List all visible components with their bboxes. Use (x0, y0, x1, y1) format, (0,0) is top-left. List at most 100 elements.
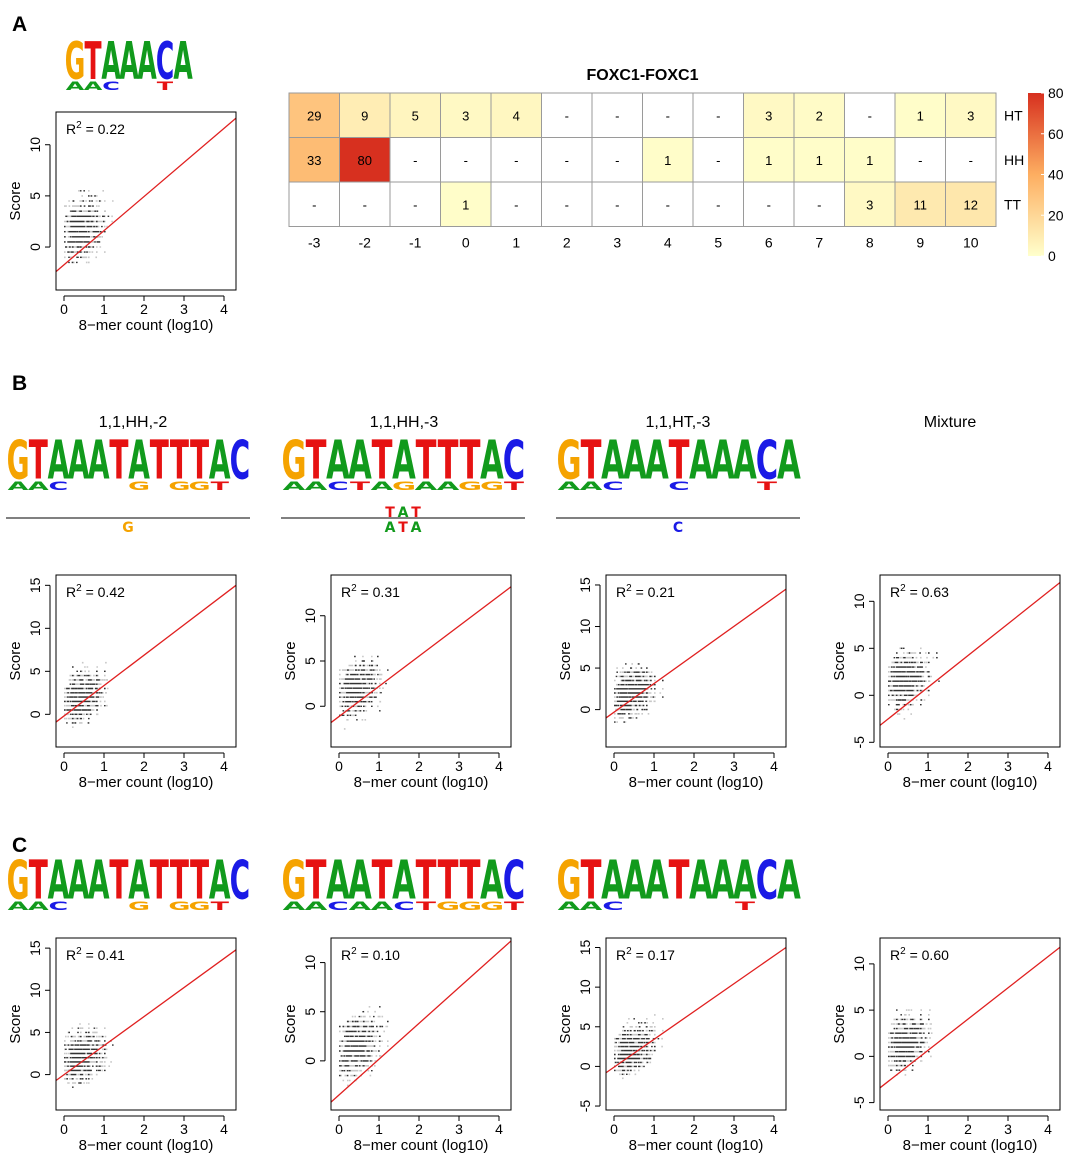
colorbar: 0 20 40 60 80 (1028, 85, 1064, 264)
logo-letter-sub: G (189, 899, 211, 912)
y-tick-label: 15 (27, 940, 43, 956)
heatmap-cell (692, 137, 744, 183)
heatmap-cell-label: - (363, 197, 367, 212)
heatmap-cell-label: - (565, 197, 569, 212)
heatmap-col-label: 5 (714, 235, 722, 251)
logo-letter: T (29, 430, 48, 493)
logo-letter: A (601, 851, 625, 912)
x-axis: 0 1 2 3 4 8−mer count (log10) (60, 295, 228, 334)
plot-frame (879, 937, 1061, 1111)
x-tick-label: 0 (884, 1121, 892, 1137)
logo-letter-sub: A (349, 900, 373, 914)
x-axis: 0 1 2 3 4 8−mer count (log10) (884, 1115, 1052, 1154)
x-tick-label: 0 (335, 1121, 343, 1137)
heatmap-cell-label: - (817, 197, 821, 212)
logo-letter-sub: T (757, 480, 778, 494)
heatmap-cell (490, 137, 542, 183)
logo-letter-sub: C (49, 899, 69, 912)
logo-letter-sub: G (480, 900, 504, 914)
logo-letter-sub: A (283, 900, 307, 914)
r-squared-symbol: R (341, 947, 351, 963)
scatter-panel-c-3: 0 1 2 3 4 8−mer count (log10) -5 0 5 10 15 Score R2 … (557, 937, 787, 1154)
y-tick-label: -5 (851, 1096, 867, 1109)
x-axis-label: 8−mer count (log10) (354, 1137, 489, 1154)
scatter-points-light (888, 647, 938, 720)
x-axis-label: 8−mer count (log10) (629, 1137, 764, 1154)
scatter-points-dark (64, 666, 106, 724)
x-axis-label: 8−mer count (log10) (79, 1137, 214, 1154)
y-tick-label: 5 (27, 1028, 43, 1036)
x-tick-label: 4 (770, 758, 778, 774)
y-axis-label: Score (282, 1004, 299, 1043)
y-tick-label: 5 (302, 1008, 318, 1016)
y-tick-label: 15 (577, 577, 593, 593)
x-tick-label: 4 (495, 1121, 503, 1137)
scatter-points-dark (339, 655, 389, 721)
heatmap-cell-label: - (615, 197, 619, 212)
y-tick-label: 0 (27, 1070, 43, 1078)
heatmap-cell-label: - (918, 153, 922, 168)
logo-letter: T (29, 850, 48, 913)
logo-letter: A (777, 851, 801, 912)
y-tick-label: 10 (27, 982, 43, 998)
heatmap-col-label: 2 (563, 235, 571, 251)
x-tick-label: 1 (650, 1121, 658, 1137)
heatmap-cell-label: - (514, 153, 518, 168)
heatmap-col-label: 3 (613, 235, 621, 251)
logo-letter: T (669, 851, 690, 912)
heatmap-cell (288, 181, 340, 227)
logo-letter-sub: A (371, 480, 395, 494)
heatmap-col-label: -3 (308, 235, 321, 251)
heatmap-cell (490, 92, 542, 138)
y-axis: 0 5 10 Score (282, 608, 326, 710)
r-squared-label: R2 = 0.60 (890, 946, 949, 963)
heatmap-cell (642, 92, 694, 138)
y-axis: 0 5 10 Score (7, 137, 51, 251)
x-tick-label: 3 (180, 1121, 188, 1137)
y-tick-label: 5 (577, 1023, 593, 1031)
x-tick-label: 2 (140, 301, 148, 317)
heatmap-cell (389, 137, 441, 183)
heatmap-cell-label: - (514, 197, 518, 212)
fit-line (605, 588, 787, 719)
r-squared-label: R2 = 0.21 (616, 583, 675, 600)
logo-letter: A (48, 850, 70, 913)
x-tick-label: 3 (180, 301, 188, 317)
logo-letter-sub: T (211, 899, 230, 912)
logo-letter: T (581, 431, 602, 492)
heatmap-col-label: 8 (866, 235, 874, 251)
y-axis: 0 5 10 15 Score (7, 940, 51, 1078)
logo-letter: T (170, 430, 189, 493)
heatmap-cell (743, 181, 795, 227)
logo-letter-sub: A (580, 480, 604, 494)
logo-letter: T (150, 850, 169, 913)
y-axis: 0 5 10 15 Score (7, 577, 51, 718)
fit-line (55, 584, 237, 723)
y-axis-label: Score (7, 181, 24, 220)
heatmap-cell (692, 181, 744, 227)
logo-letter: A (326, 431, 350, 492)
diff-letter: T (411, 505, 421, 521)
heatmap-cell-label: 1 (816, 153, 823, 168)
heatmap-cell-label: 5 (412, 108, 419, 123)
heatmap-col-label: 6 (765, 235, 773, 251)
x-tick-label: 0 (60, 758, 68, 774)
x-tick-label: 0 (610, 1121, 618, 1137)
logo-letter: C (503, 431, 525, 492)
x-tick-label: 4 (495, 758, 503, 774)
logo-letter: A (137, 31, 157, 92)
fit-line (330, 586, 512, 724)
fit-line (330, 940, 512, 1103)
y-tick-label: 0 (302, 702, 318, 710)
logo-letter: T (170, 850, 189, 913)
logo-letter-sub: C (49, 479, 69, 492)
heatmap-row-label: HT (1004, 107, 1023, 123)
x-tick-label: 0 (884, 758, 892, 774)
x-tick-label: 1 (924, 758, 932, 774)
y-tick-label: 0 (851, 1052, 867, 1060)
logo-letter: A (68, 430, 90, 493)
heatmap-cell-label: 1 (664, 153, 671, 168)
logo-letter-sub: G (458, 900, 482, 914)
y-tick-label: 10 (851, 593, 867, 609)
